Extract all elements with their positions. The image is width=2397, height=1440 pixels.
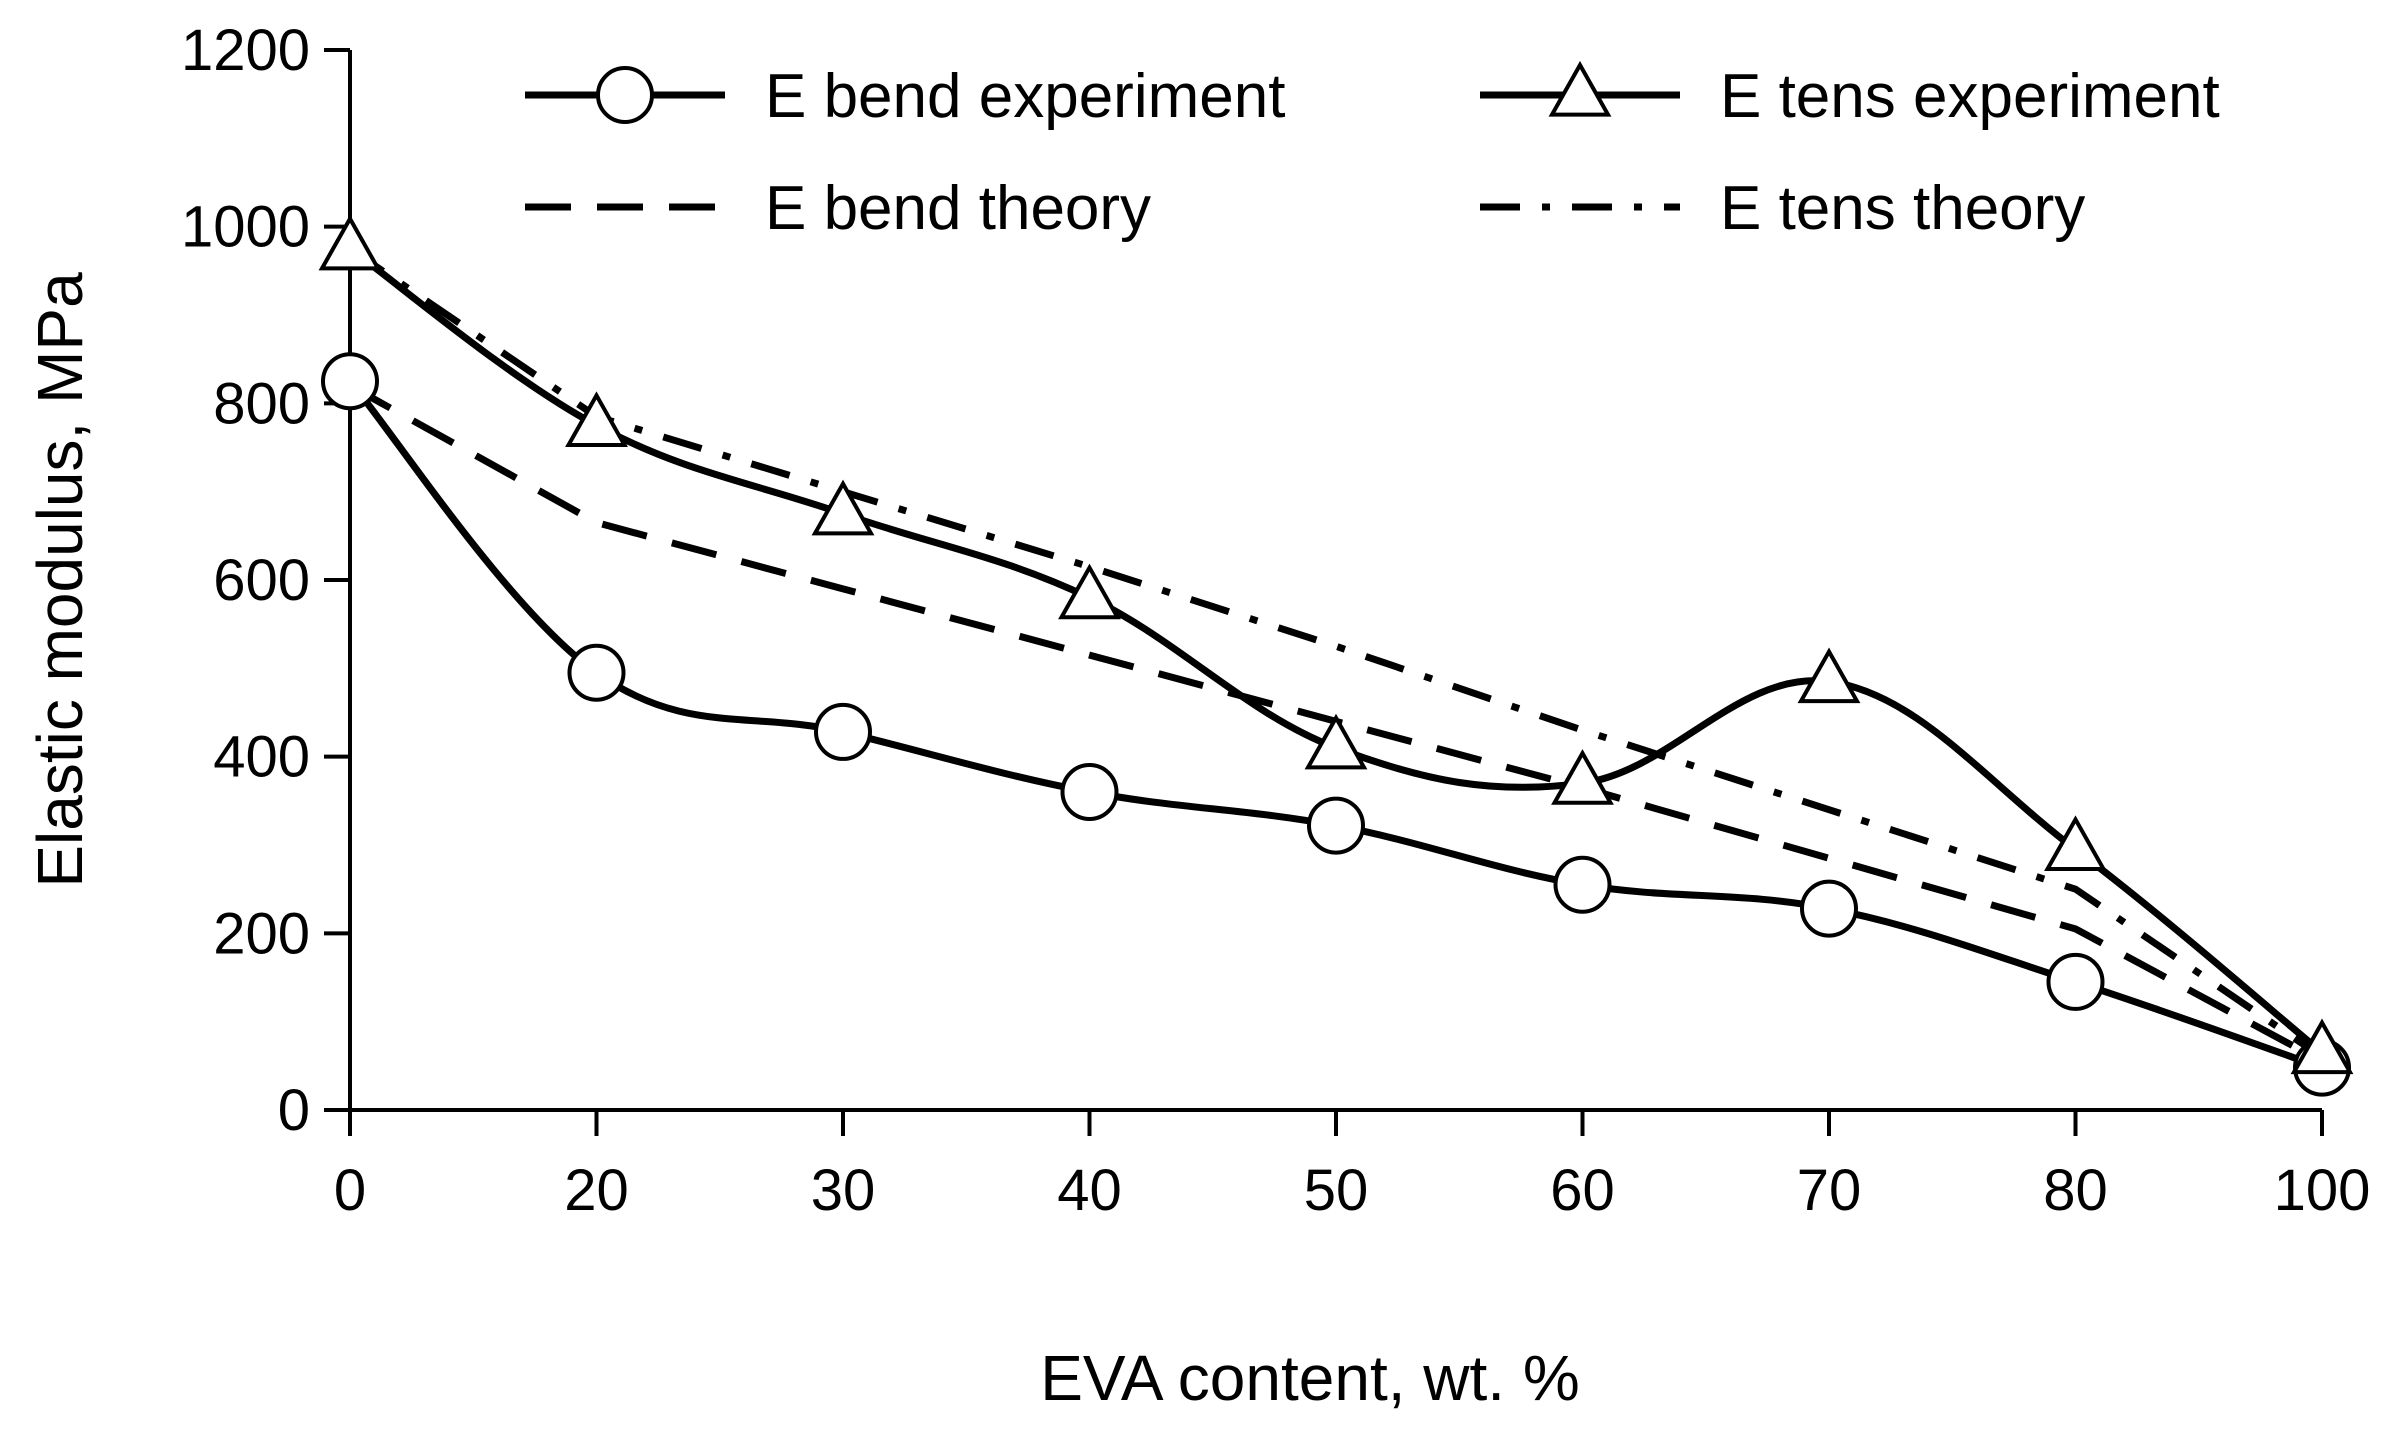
x-tick-label: 0 [334,1158,366,1223]
legend-marker [1548,60,1612,117]
triangle-marker [565,391,628,448]
legend-label: E bend theory [765,174,1151,243]
circle-marker [2046,952,2105,1011]
x-tick-label: 50 [1304,1158,1369,1223]
y-tick-label: 200 [213,901,310,966]
y-tick-label: 1200 [181,18,310,83]
circle-marker [1800,879,1858,938]
series-e-bend-experiment [321,352,2351,1097]
legend-item: E tens theory [1480,174,2085,243]
triangle-marker [1058,563,1121,620]
series-line [348,245,2324,1060]
x-tick-label: 100 [2274,1158,2371,1223]
legend-item: E bend experiment [525,62,1285,131]
triangle-marker [2044,815,2107,872]
legend-marker [596,66,654,124]
circle-marker [814,702,872,761]
x-axis-title: EVA content, wt. % [1040,1342,1580,1414]
legend-item: E tens experiment [1480,60,2220,131]
legend-label: E tens theory [1720,174,2085,243]
series-e-tens-theory [348,245,2324,1060]
x-tick-label: 40 [1057,1158,1122,1223]
y-axis-title: Elastic modulus, MPa [24,272,96,888]
x-tick-label: 70 [1797,1158,1862,1223]
x-tick-label: 80 [2043,1158,2108,1223]
circle-marker [1307,796,1365,855]
legend: E bend experiment E tens experiment E bend… [525,60,2220,243]
x-tick-label: 60 [1550,1158,1615,1223]
legend-label: E tens experiment [1720,62,2220,131]
triangle-marker [318,214,382,271]
y-tick-label: 0 [278,1078,310,1143]
triangle-marker [1797,647,1861,704]
legend-label: E bend experiment [765,62,1285,131]
triangle-marker [1304,713,1368,770]
circle-marker [1553,855,1612,914]
circle-marker [321,352,379,411]
y-tick-label: 1000 [181,195,310,260]
x-tick-label: 20 [564,1158,629,1223]
triangle-marker [1551,749,1614,805]
legend-item: E bend theory [525,174,1151,243]
x-tick-label: 30 [811,1158,876,1223]
circle-marker [1060,763,1119,821]
y-tick-label: 600 [213,548,310,613]
triangle-marker [2290,1018,2354,1075]
y-tick-label: 400 [213,725,310,790]
series-line [347,245,2325,1056]
series-layer [318,214,2354,1097]
circle-marker [567,643,626,702]
triangle-marker [811,479,875,536]
series-e-tens-experiment [318,214,2354,1075]
y-tick-label: 800 [213,371,310,436]
